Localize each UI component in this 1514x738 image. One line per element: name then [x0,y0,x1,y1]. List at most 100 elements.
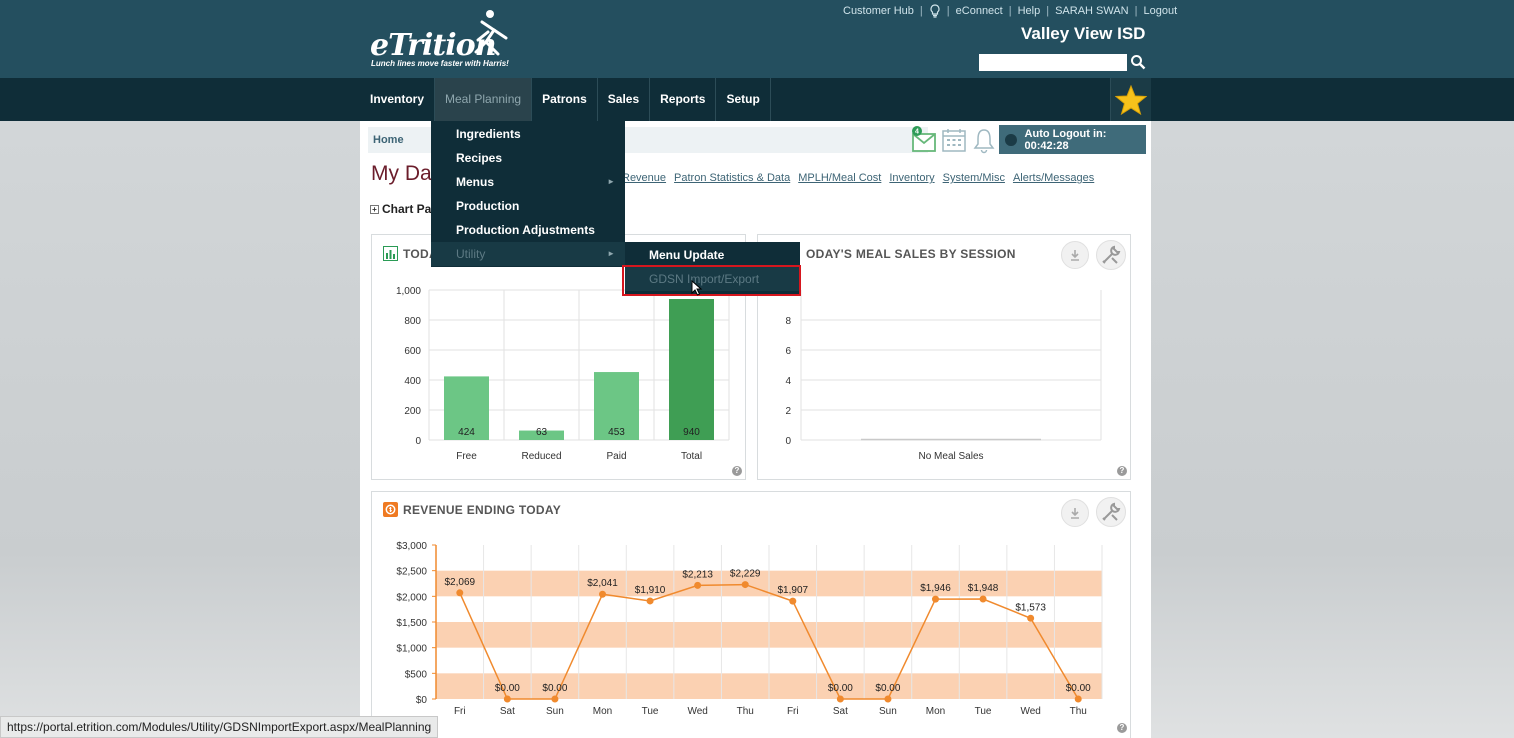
data-point [741,581,749,589]
nav-meal-planning[interactable]: Meal Planning [435,78,533,121]
download-button[interactable] [1061,241,1089,269]
x-tick-label: Mon [926,706,945,717]
menu-item-menus[interactable]: Menus ► [431,170,625,194]
nav-inventory[interactable]: Inventory [360,78,436,121]
tab-patron-statistics[interactable]: Patron Statistics & Data [674,172,791,184]
header-band [0,0,1514,78]
chart-panels-label: Chart Pa [382,202,432,216]
y-tick-label: $500 [405,669,428,680]
tab-alerts-messages[interactable]: Alerts/Messages [1012,172,1095,184]
mail-icon[interactable]: 4 [910,126,938,154]
x-tick-label: Wed [687,706,707,717]
lightbulb-icon[interactable] [929,4,941,18]
menu-item-production[interactable]: Production [431,194,625,218]
user-name-link[interactable]: SARAH SWAN [1055,5,1129,17]
meal-planning-menu: Ingredients Recipes Menus ► Production Pr… [431,121,625,267]
wrench-icon [1102,502,1121,521]
menu-item-production-adjustments[interactable]: Production Adjustments [431,218,625,242]
x-tick-label: Fri [787,706,799,717]
download-button[interactable] [1061,499,1089,527]
y-tick-label: 200 [404,406,421,417]
dashboard-tabs: Revenue Patron Statistics & Data MPLH/Me… [622,172,1102,184]
data-label: 453 [608,427,625,438]
menu-item-label: Production Adjustments [456,223,595,237]
page-gutter-left [0,121,360,738]
auto-logout-timer: Auto Logout in: 00:42:28 [999,125,1146,154]
data-point [932,595,939,603]
wrench-icon [1102,245,1121,264]
x-tick-label: Sun [879,706,897,717]
data-label: $0.00 [828,683,853,694]
data-point [646,597,654,605]
data-point [789,597,797,605]
logo-text: eTrition [370,28,497,63]
y-tick-label: 400 [404,376,421,387]
meals-panel-title: TODA [403,247,438,261]
separator: | [946,5,950,17]
help-link[interactable]: Help [1017,5,1041,17]
revenue-line-chart: $0 $500 $1,000 $1,500 $2,000 $2,500 $3,000 $2,0… [396,541,1103,717]
help-icon[interactable]: ? [1117,466,1127,476]
search-icon[interactable] [1130,54,1146,70]
menu-item-menu-update[interactable]: Menu Update [625,243,800,267]
star-icon [1115,84,1147,115]
help-icon[interactable]: ? [1117,723,1127,733]
nav-reports[interactable]: Reports [650,78,717,121]
top-links: Customer Hub | | eConnect | Help | SARAH… [843,4,1177,18]
bell-icon[interactable] [970,126,998,154]
sessions-bar-chart: 0 2 4 6 8 No Meal Sales [785,290,1102,462]
tab-mplh-meal-cost[interactable]: MPLH/Meal Cost [798,172,882,184]
bar [669,299,714,440]
chart-settings-button[interactable] [1096,497,1126,527]
y-tick-label: $3,000 [396,541,427,552]
tab-system-misc[interactable]: System/Misc [942,172,1005,184]
y-tick-label: 4 [785,376,791,387]
page-title: My Da [371,162,432,185]
data-label: 63 [536,427,548,438]
etrition-logo[interactable] [370,8,515,70]
download-icon [1071,250,1079,261]
tab-revenue[interactable]: Revenue [622,172,667,184]
y-tick-label: 8 [785,316,791,327]
menu-item-label: Production [456,199,520,213]
favorites-button[interactable] [1110,78,1151,121]
calendar-icon[interactable] [940,126,968,154]
menu-item-label: Menu Update [649,248,725,262]
logout-link[interactable]: Logout [1143,5,1178,17]
menu-item-utility[interactable]: Utility ► [431,242,625,266]
menu-item-gdsn-import-export[interactable]: GDSN Import/Export [625,267,800,291]
chart-panels-toggle[interactable]: + Chart Pa [370,202,431,216]
y-tick-label: $2,000 [396,592,427,603]
data-label: $0.00 [1066,683,1091,694]
help-icon[interactable]: ? [732,466,742,476]
data-point [503,695,511,703]
x-tick-label: Thu [737,706,754,717]
x-tick-label: Sun [546,706,564,717]
menu-item-recipes[interactable]: Recipes [431,146,625,170]
nav-sales[interactable]: Sales [598,78,651,121]
data-point [836,695,844,703]
econnect-link[interactable]: eConnect [955,5,1003,17]
nav-setup[interactable]: Setup [716,78,771,121]
x-tick-label: Fri [454,706,466,717]
x-tick-label: No Meal Sales [918,451,983,462]
breadcrumb[interactable]: Home [373,134,404,146]
bar-chart-icon [383,246,398,261]
search-input[interactable] [979,54,1127,71]
chart-settings-button[interactable] [1096,240,1126,270]
y-tick-label: 600 [404,346,421,357]
bar [519,430,564,440]
nav-patrons[interactable]: Patrons [532,78,598,121]
customer-hub-link[interactable]: Customer Hub [843,5,914,17]
menu-item-ingredients[interactable]: Ingredients [431,122,625,146]
auto-logout-text: Auto Logout in: 00:42:28 [1024,127,1107,152]
separator: | [1046,5,1050,17]
bar [444,376,489,440]
district-name: Valley View ISD [1021,24,1146,43]
data-label: $2,213 [682,569,713,580]
data-label: $2,229 [730,569,761,580]
page-gutter-right [1151,121,1514,738]
tab-inventory[interactable]: Inventory [889,172,935,184]
x-tick-label: Total [681,451,702,462]
data-label: 940 [683,427,700,438]
